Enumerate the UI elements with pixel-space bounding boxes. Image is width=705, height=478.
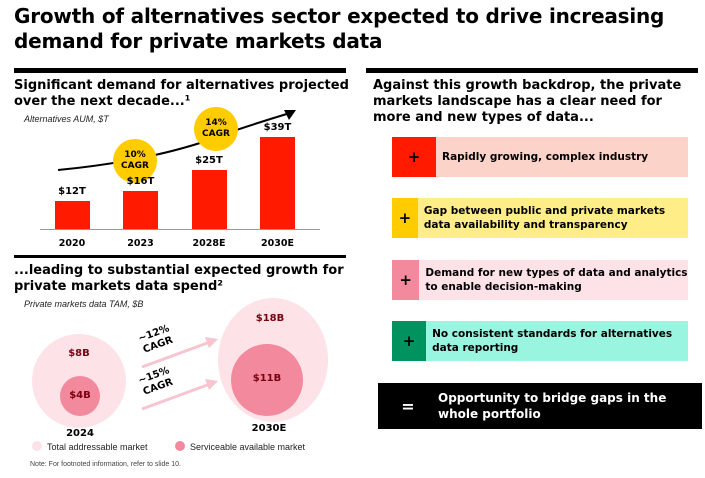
need-item-standards: + No consistent standards for alternativ… (392, 321, 688, 361)
equals-icon: = (401, 396, 415, 416)
legend-tam-label: Total addressable market (47, 442, 148, 452)
legend-tam-swatch (32, 441, 42, 451)
tam-subtitle: Private markets data TAM, $B (24, 299, 144, 309)
aum-bar-value-label: $39T (263, 122, 292, 133)
aum-category-label: 2030E (261, 238, 294, 249)
left-divider (14, 255, 346, 258)
footnote: Note: For footnoted information, refer t… (30, 461, 181, 468)
cagr-badge-10: 10% CAGR (113, 139, 157, 183)
tam-growth-label: ~12% CAGR (136, 323, 175, 356)
aum-baseline (40, 229, 320, 230)
plus-icon: + (392, 321, 427, 361)
year-2030e: 2030E (251, 423, 287, 434)
need-item-text: Rapidly growing, complex industry (442, 151, 649, 163)
need-item-demand: + Demand for new types of data and analy… (392, 260, 688, 300)
aum-bar-value-label: $12T (58, 185, 86, 197)
plus-icon: + (392, 198, 418, 238)
sam-value-2024: $4B (69, 390, 91, 401)
aum-bar-2020 (54, 200, 90, 229)
aum-bar-value-label: $16T (126, 176, 155, 188)
need-item-text: Gap between public and private markets d… (423, 205, 666, 231)
aum-subtitle: Alternatives AUM, $T (24, 114, 109, 124)
tam-heading-line2: private markets data spend² (14, 279, 224, 294)
need-item-text: No consistent standards for alternatives… (432, 328, 673, 354)
sam-growth-label: ~15% CAGR (136, 365, 175, 398)
slide-title: Growth of alternatives sector expected t… (14, 4, 665, 53)
title-rule-right (366, 68, 698, 73)
aum-category-label: 2023 (127, 238, 154, 249)
tam-value-2030e: $18B (255, 313, 285, 324)
aum-category-label: 2020 (58, 238, 86, 249)
aum-bar-2023 (123, 191, 158, 229)
opportunity-box: = Opportunity to bridge gaps in the whol… (378, 383, 702, 429)
legend-sam-label: Serviceable available market (190, 442, 306, 452)
sam-value-2030e: $11B (252, 373, 282, 384)
aum-category-label: 2028E (192, 238, 226, 249)
title-rule-left (14, 68, 346, 73)
sam-bubble-2030e (231, 344, 303, 416)
tam-value-2024: $8B (68, 348, 90, 359)
needs-heading: Against this growth backdrop, the privat… (373, 78, 682, 125)
plus-icon: + (392, 260, 420, 300)
opportunity-text: Opportunity to bridge gaps in the whole … (438, 391, 667, 421)
legend-sam-swatch (175, 441, 185, 451)
need-item-text: Demand for new types of data and analyti… (425, 267, 688, 293)
need-item-growth: + Rapidly growing, complex industry (392, 137, 688, 177)
plus-icon: + (392, 137, 436, 177)
year-2024: 2024 (66, 428, 94, 439)
tam-heading-line1: ...leading to substantial expected growt… (14, 263, 344, 278)
aum-bar-2030e (260, 137, 295, 229)
aum-heading-line1: Significant demand for alternatives proj… (14, 78, 349, 93)
cagr-badge-14: 14% CAGR (194, 107, 238, 151)
need-item-gap: + Gap between public and private markets… (392, 198, 688, 238)
sam-bubble-2024 (60, 376, 100, 416)
aum-bar-2028e (191, 170, 227, 229)
aum-heading-line2: over the next decade...¹ (14, 94, 191, 109)
aum-bar-value-label: $25T (195, 155, 223, 167)
